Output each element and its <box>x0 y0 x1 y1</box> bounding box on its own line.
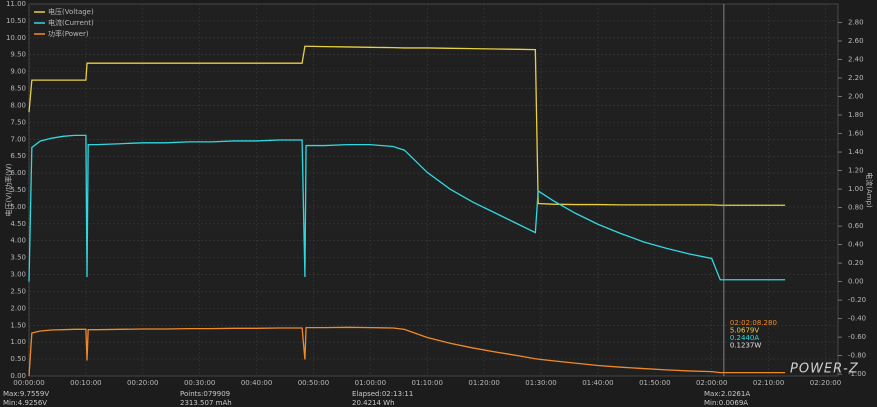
x-tick-label: 01:30:00 <box>525 379 556 387</box>
y2-tick-label: -1.00 <box>848 370 866 378</box>
x-tick-label: 01:00:00 <box>355 379 386 387</box>
x-tick-label: 00:50:00 <box>298 379 329 387</box>
x-tick-label: 00:00:00 <box>13 379 44 387</box>
y-tick-label: 9.50 <box>10 51 26 59</box>
y-tick-label: 0.50 <box>10 355 26 363</box>
y-tick-label: 11.00 <box>6 0 26 8</box>
stat: Max:2.0261A <box>704 390 750 398</box>
cursor-readout: 0.1237W <box>730 342 761 350</box>
series-line <box>28 326 786 377</box>
y2-tick-label: 0.40 <box>848 241 864 249</box>
x-tick-label: 02:00:00 <box>696 379 727 387</box>
stat: Points:079909 <box>180 390 230 398</box>
y-tick-label: 8.50 <box>10 85 26 93</box>
y-tick-label: 6.50 <box>10 152 26 160</box>
y-tick-label: 2.00 <box>10 304 26 312</box>
x-tick-label: 02:10:00 <box>753 379 784 387</box>
y-tick-label: 4.50 <box>10 220 26 228</box>
y2-tick-label: 2.60 <box>848 37 864 45</box>
stat: Elapsed:02:13:11 <box>352 390 413 398</box>
y-tick-label: 2.50 <box>10 287 26 295</box>
y-axis-label: 电压(V)/功率(W) <box>4 163 13 216</box>
y2-tick-label: 2.00 <box>848 93 864 101</box>
stat: Min:4.9256V <box>3 399 47 407</box>
y2-tick-label: -0.20 <box>848 296 866 304</box>
y2-tick-label: 2.20 <box>848 74 864 82</box>
y-tick-label: 1.50 <box>10 321 26 329</box>
y2-tick-label: 2.40 <box>848 56 864 64</box>
stat: 20.4214 Wh <box>352 399 395 407</box>
legend-label: 电压(Voltage) <box>48 7 94 16</box>
y2-tick-label: -0.60 <box>848 333 866 341</box>
legend-label: 电流(Current) <box>48 18 94 27</box>
series-line <box>28 134 786 282</box>
y2-axis-label: 电流(Amp) <box>865 172 874 208</box>
y-tick-label: 9.00 <box>10 68 26 76</box>
x-tick-label: 01:40:00 <box>582 379 613 387</box>
y2-tick-label: 1.40 <box>848 148 864 156</box>
y-tick-label: 6.00 <box>10 169 26 177</box>
x-tick-label: 01:50:00 <box>639 379 670 387</box>
x-tick-label: 00:20:00 <box>127 379 158 387</box>
x-tick-label: 00:10:00 <box>70 379 101 387</box>
stat: 2313.507 mAh <box>180 399 232 407</box>
y2-tick-label: -0.40 <box>848 315 866 323</box>
x-tick-label: 02:20:00 <box>810 379 841 387</box>
y2-tick-label: -0.80 <box>848 352 866 360</box>
y2-tick-label: 0.60 <box>848 222 864 230</box>
y-tick-label: 3.00 <box>10 271 26 279</box>
y-tick-label: 7.00 <box>10 135 26 143</box>
legend-label: 功率(Power) <box>48 29 89 38</box>
y-tick-label: 1.00 <box>10 338 26 346</box>
stat: Min:0.0069A <box>704 399 748 407</box>
y2-tick-label: 0.80 <box>848 204 864 212</box>
x-tick-label: 00:40:00 <box>241 379 272 387</box>
cursor-readout: 5.0679V <box>730 327 759 335</box>
y-tick-label: 0.00 <box>10 372 26 380</box>
y-tick-label: 4.00 <box>10 237 26 245</box>
cursor-readout: 02:02:08.280 <box>730 319 777 327</box>
y-tick-label: 5.00 <box>10 203 26 211</box>
y2-tick-label: 1.60 <box>848 130 864 138</box>
series-line <box>28 45 786 206</box>
stat: Max:9.7559V <box>3 390 49 398</box>
cursor-readout: 0.2440A <box>730 334 759 342</box>
y-tick-label: 10.50 <box>6 17 26 25</box>
y-tick-label: 8.00 <box>10 101 26 109</box>
x-tick-label: 01:20:00 <box>468 379 499 387</box>
y2-tick-label: 1.00 <box>848 185 864 193</box>
x-tick-label: 01:10:00 <box>412 379 443 387</box>
y2-tick-label: 1.80 <box>848 111 864 119</box>
y-tick-label: 10.00 <box>6 34 26 42</box>
y2-tick-label: 2.80 <box>848 19 864 27</box>
y-tick-label: 7.50 <box>10 118 26 126</box>
y2-tick-label: 1.20 <box>848 167 864 175</box>
logo: POWER-Z <box>790 362 859 377</box>
y2-tick-label: 0.00 <box>848 278 864 286</box>
y-tick-label: 5.50 <box>10 186 26 194</box>
y2-tick-label: 0.20 <box>848 259 864 267</box>
x-tick-label: 00:30:00 <box>184 379 215 387</box>
y-tick-label: 3.50 <box>10 254 26 262</box>
